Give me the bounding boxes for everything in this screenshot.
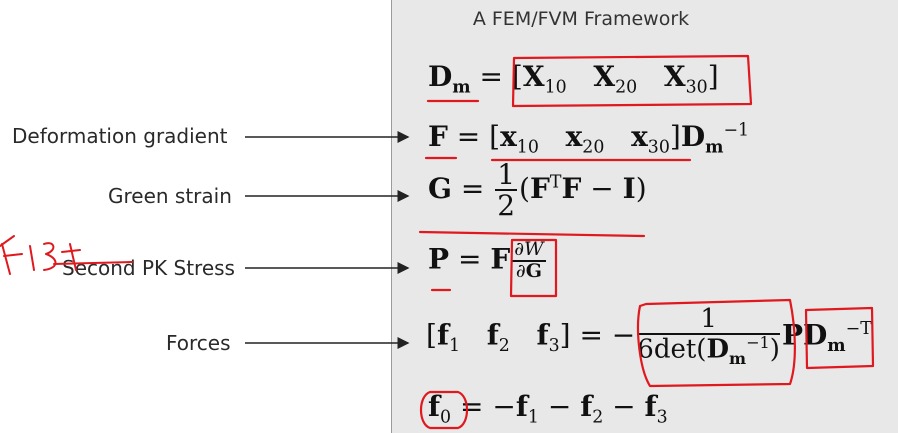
slide-title: A FEM/FVM Framework (472, 8, 690, 30)
label-second-pk-stress: Second PK Stress (62, 256, 235, 280)
equation-forces: [f1 f2 f3] = − 1 6det(Dm−1) PDm−T (426, 304, 872, 369)
equation-deformation-gradient: F = [x10 x20 x30]Dm−1 (428, 120, 750, 158)
label-deformation-gradient: Deformation gradient (12, 124, 228, 148)
label-green-strain: Green strain (108, 184, 232, 208)
equation-second-pk-stress: P = F ∂W ∂G (428, 238, 546, 282)
label-forces: Forces (166, 331, 231, 355)
equation-dm: Dm = [X10 X20 X30] (428, 60, 719, 98)
equation-f0: f0 = −f1 − f2 − f3 (428, 390, 668, 428)
equation-green-strain: G = 1 2 (FTF − I) (428, 158, 647, 223)
